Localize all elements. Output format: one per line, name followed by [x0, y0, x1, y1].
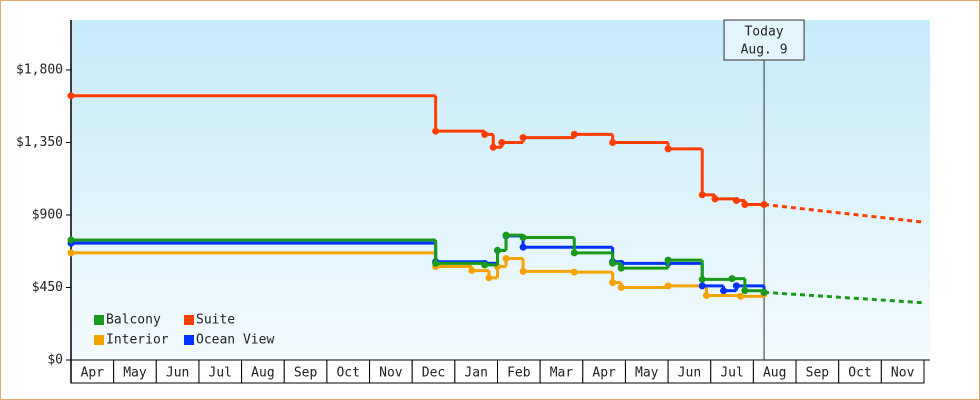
series — [67, 92, 925, 224]
x-tick-label: Apr — [592, 366, 616, 381]
legend-label: Balcony — [106, 313, 161, 328]
x-tick-label: Sep — [294, 366, 318, 381]
legend-swatch — [94, 335, 104, 345]
point — [617, 283, 625, 291]
point — [741, 287, 749, 295]
point — [617, 264, 625, 272]
point — [67, 236, 75, 244]
point — [494, 246, 501, 254]
point — [698, 275, 706, 283]
x-tick-label: Jul — [720, 366, 743, 381]
point — [432, 259, 440, 267]
point — [609, 279, 617, 287]
y-tick-label: $0 — [47, 353, 63, 368]
x-tick-label: May — [123, 366, 147, 381]
point — [502, 231, 510, 239]
point — [737, 292, 745, 300]
y-tick-label: $1,350 — [16, 135, 63, 150]
x-tick-label: Oct — [336, 366, 359, 381]
point — [760, 288, 768, 296]
point — [732, 196, 740, 204]
x-tick-label: Jan — [464, 366, 487, 381]
point — [760, 201, 768, 209]
x-tick-label: Jun — [166, 366, 189, 381]
point — [702, 292, 710, 300]
x-tick-label: May — [635, 366, 659, 381]
legend-label: Ocean View — [196, 333, 274, 348]
point — [609, 259, 617, 267]
legend-label: Interior — [106, 333, 169, 348]
x-tick-label: Nov — [891, 366, 915, 381]
x-tick-label: Jul — [209, 366, 232, 381]
point — [481, 261, 489, 269]
point — [519, 134, 527, 142]
today-title: Today — [744, 25, 783, 40]
x-tick-label: Aug — [763, 366, 786, 381]
point — [432, 127, 440, 135]
point — [519, 243, 527, 251]
point — [489, 143, 497, 151]
x-tick-label: Dec — [422, 366, 445, 381]
point — [481, 130, 489, 138]
legend-swatch — [184, 335, 194, 345]
point — [711, 195, 719, 203]
x-tick-label: Mar — [550, 366, 574, 381]
point — [698, 191, 706, 199]
y-tick-label: $450 — [32, 280, 63, 295]
series — [67, 249, 768, 300]
point — [498, 138, 506, 146]
legend-swatch — [184, 315, 194, 325]
point — [664, 256, 672, 264]
point — [720, 287, 728, 295]
plot-area — [71, 20, 930, 360]
point — [67, 249, 75, 257]
x-tick-label: Apr — [81, 366, 105, 381]
point — [570, 130, 578, 138]
today-label: Aug. 9 — [741, 43, 788, 58]
point — [519, 267, 527, 275]
y-tick-label: $900 — [32, 207, 63, 222]
x-tick-label: Aug — [251, 366, 274, 381]
point — [468, 267, 476, 275]
point — [502, 254, 510, 262]
legend-swatch — [94, 315, 104, 325]
point — [698, 282, 706, 290]
x-tick-label: Feb — [507, 366, 531, 381]
point — [485, 274, 493, 282]
point — [664, 282, 672, 290]
x-tick-label: Sep — [806, 366, 830, 381]
x-tick-label: Oct — [848, 366, 871, 381]
point — [728, 275, 736, 283]
legend-label: Suite — [196, 313, 235, 328]
point — [732, 282, 740, 290]
point — [609, 138, 617, 146]
point — [741, 201, 749, 209]
point — [67, 92, 75, 100]
point — [664, 145, 672, 153]
x-tick-label: Nov — [379, 366, 403, 381]
y-tick-label: $1,800 — [16, 62, 63, 77]
x-tick-label: Jun — [678, 366, 701, 381]
series — [67, 231, 925, 305]
point — [570, 249, 578, 257]
point — [519, 234, 527, 242]
point — [570, 268, 578, 276]
today-box — [723, 19, 805, 61]
